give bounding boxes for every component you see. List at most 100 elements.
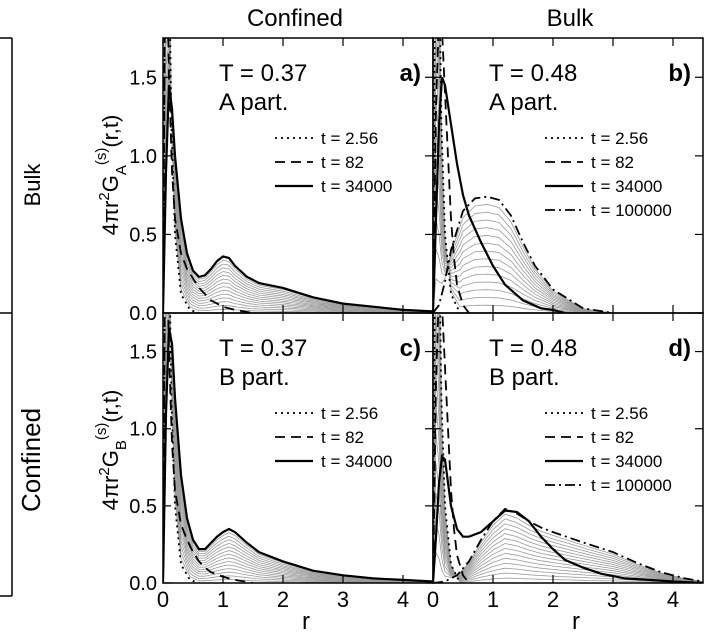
- grey-curve: [433, 313, 703, 583]
- legend-entry: t = 34000: [321, 177, 392, 196]
- x-tick-label: 2: [547, 587, 559, 612]
- x-tick-label: 0: [427, 587, 439, 612]
- grey-curve: [163, 313, 433, 583]
- particle-label: B part.: [489, 364, 560, 391]
- x-tick-label: 0: [157, 587, 169, 612]
- particle-label: B part.: [219, 364, 290, 391]
- grey-curve: [433, 188, 703, 313]
- x-tick-label: 1: [217, 587, 229, 612]
- grey-curve: [433, 463, 703, 583]
- series-line-1: [433, 313, 470, 583]
- y-axis-title-top: 4πr2GA(s)(r,t): [93, 115, 130, 236]
- grey-curve: [433, 513, 703, 583]
- legend-entry: t = 2.56: [591, 404, 648, 423]
- column-title-confined: Confined: [247, 5, 343, 32]
- y-tick-label: 0.5: [129, 224, 157, 246]
- x-tick-label: 4: [397, 587, 409, 612]
- grey-curve: [433, 128, 703, 313]
- legend-entry: t = 2.56: [321, 404, 378, 423]
- grey-curve: [163, 38, 433, 313]
- grey-curve: [433, 313, 703, 583]
- legend: t = 2.56 t = 82 t = 34000: [275, 404, 392, 471]
- grey-curve: [163, 49, 433, 313]
- grey-curve: [433, 403, 703, 583]
- grey-curve: [163, 313, 433, 583]
- grey-curve: [433, 38, 703, 313]
- grey-curve: [163, 313, 433, 583]
- x-tick-label: 4: [667, 587, 679, 612]
- plot-area: [433, 38, 703, 313]
- grey-curve: [433, 344, 703, 583]
- legend-entry: t = 2.56: [591, 129, 648, 148]
- y-axis-title-bottom: 4πr2GB(s)(r,t): [93, 390, 130, 511]
- panel-letter: a): [400, 60, 421, 87]
- panel-letter: d): [668, 335, 691, 362]
- grey-curve: [163, 38, 433, 313]
- x-tick-label: 2: [277, 587, 289, 612]
- series-line-2: [433, 76, 566, 313]
- left-cropped-frame: [0, 37, 13, 597]
- legend-entry: t = 82: [591, 428, 634, 447]
- plot-area: [433, 313, 703, 583]
- grey-curve: [433, 313, 703, 583]
- temperature-label: T = 0.48: [489, 335, 577, 362]
- grey-curve: [163, 313, 433, 583]
- grey-curve: [433, 68, 703, 313]
- x-tick-label: 3: [337, 587, 349, 612]
- grey-curve: [433, 158, 703, 313]
- temperature-label: T = 0.48: [489, 60, 577, 87]
- panels: 0.00.51.01.5 T = 0.37A part.a)t = 2.56t =…: [129, 37, 704, 635]
- grey-curve: [163, 38, 433, 313]
- grey-curve: [433, 218, 703, 313]
- y-tick-label: 1.0: [129, 419, 157, 441]
- grey-curve: [163, 76, 433, 313]
- legend: t = 2.56 t = 82 t = 34000: [275, 129, 392, 196]
- grey-curve: [433, 518, 703, 583]
- y-tick-label: 1.5: [129, 342, 157, 364]
- grey-curve: [163, 313, 433, 583]
- grey-curve: [433, 493, 703, 583]
- grey-curve: [163, 38, 433, 313]
- x-axis-title: r: [572, 608, 580, 635]
- x-tick-label: 1: [487, 587, 499, 612]
- legend-entry: t = 34000: [321, 452, 392, 471]
- x-tick-label: 3: [607, 587, 619, 612]
- grey-curve: [433, 38, 703, 313]
- legend-entry: t = 34000: [591, 452, 662, 471]
- panel-letter: b): [668, 60, 691, 87]
- panel-c: 0.0 0.5 1.0 1.5 0 1 2 3 4 r T = 0.37B part. c) t = 2…: [129, 312, 434, 635]
- x-axis-title: r: [302, 608, 310, 635]
- temperature-label: T = 0.37: [219, 335, 307, 362]
- grey-curve: [433, 38, 703, 313]
- grey-curve: [433, 38, 703, 313]
- plot-area: [163, 38, 433, 313]
- grey-curve: [433, 211, 703, 313]
- row-label-bulk: Bulk: [20, 163, 45, 207]
- series-line-2: [433, 454, 703, 583]
- grey-curve: [163, 313, 433, 583]
- series-line-2: [163, 84, 433, 313]
- panel-letter: c): [400, 335, 421, 362]
- panel-a: 0.00.51.01.5 T = 0.37A part.a)t = 2.56t =…: [129, 37, 434, 325]
- particle-label: A part.: [489, 89, 558, 116]
- legend-entry: t = 100000: [591, 201, 672, 220]
- series-line-2: [163, 328, 433, 583]
- legend: t = 2.56 t = 82 t = 34000 t = 100000: [545, 129, 672, 220]
- y-tick-label: 1.5: [129, 67, 157, 89]
- grey-curve: [433, 314, 703, 583]
- series-line-1: [163, 38, 254, 313]
- series-line-1: [433, 38, 470, 313]
- grey-curve: [433, 433, 703, 583]
- grey-curve: [433, 98, 703, 313]
- column-title-bulk: Bulk: [547, 5, 595, 32]
- series-line-3: [433, 507, 703, 583]
- grey-curve: [433, 38, 703, 313]
- grey-curve: [163, 313, 433, 583]
- axes-frame: [432, 312, 704, 584]
- grey-curve: [433, 313, 703, 583]
- grey-curve: [433, 204, 703, 313]
- y-tick-label: 1.0: [129, 146, 157, 168]
- grey-curve: [163, 38, 433, 313]
- legend-entry: t = 82: [321, 428, 364, 447]
